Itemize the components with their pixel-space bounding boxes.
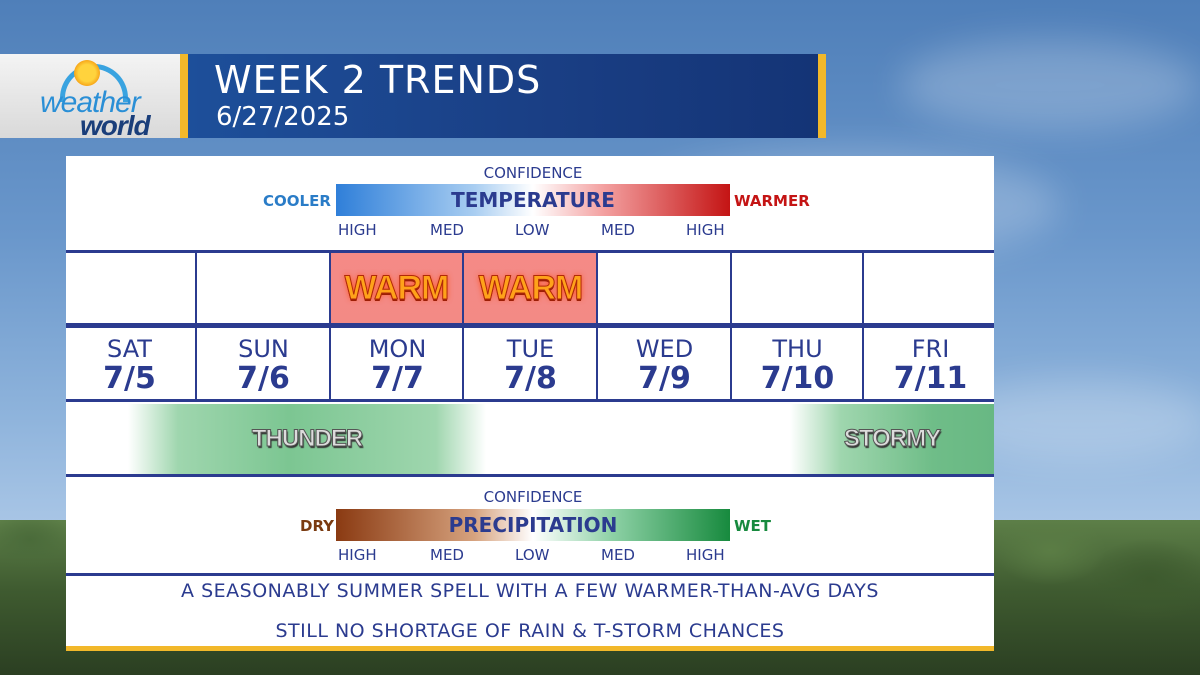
- cooler-label: COOLER: [263, 192, 331, 210]
- sun-icon: [72, 58, 102, 88]
- temperature-scale-title: TEMPERATURE: [451, 188, 615, 212]
- thunder-label: THUNDER: [251, 425, 363, 453]
- day-date: 7/5: [103, 361, 156, 396]
- day-tue: TUE 7/8: [464, 336, 597, 396]
- day-thu: THU 7/10: [731, 336, 864, 396]
- day-wed: WED 7/9: [598, 336, 731, 396]
- precip-tick: LOW: [515, 546, 550, 564]
- forecast-note: A SEASONABLY SUMMER SPELL WITH A FEW WAR…: [181, 580, 879, 602]
- stormy-band: STORMY: [790, 404, 994, 474]
- column-divider: [462, 253, 464, 399]
- day-name: WED: [635, 335, 694, 363]
- precip-tick: HIGH: [338, 546, 377, 564]
- day-date: 7/8: [504, 361, 557, 396]
- column-divider: [195, 253, 197, 399]
- stormy-label: STORMY: [843, 425, 941, 453]
- grid-divider: [66, 323, 994, 328]
- temp-cell-tue: WARM: [464, 253, 597, 323]
- day-name: SUN: [238, 335, 289, 363]
- grid-divider: [66, 250, 994, 253]
- day-fri: FRI 7/11: [864, 336, 997, 396]
- temperature-confidence-label: CONFIDENCE: [483, 164, 583, 182]
- day-date: 7/6: [237, 361, 290, 396]
- precip-scale-title: PRECIPITATION: [448, 513, 618, 537]
- precip-tick: MED: [430, 546, 464, 564]
- day-name: FRI: [911, 335, 950, 363]
- day-date: 7/10: [760, 361, 835, 396]
- panel-bottom-accent: [66, 646, 994, 651]
- warmer-label: WARMER: [734, 192, 810, 210]
- header-banner: [188, 54, 818, 138]
- grid-divider: [66, 474, 994, 477]
- forecast-note: STILL NO SHORTAGE OF RAIN & T-STORM CHAN…: [275, 620, 785, 642]
- wet-label: WET: [734, 517, 772, 535]
- precip-tick: HIGH: [686, 546, 725, 564]
- station-logo: weather world: [0, 54, 180, 141]
- day-date: 7/7: [371, 361, 424, 396]
- column-divider: [730, 253, 732, 399]
- thunder-band: THUNDER: [128, 404, 486, 474]
- day-name: TUE: [506, 335, 555, 363]
- grid-divider: [66, 573, 994, 576]
- column-divider: [862, 253, 864, 399]
- header-accent-bar: [180, 54, 188, 138]
- temp-tick: LOW: [515, 221, 550, 239]
- day-mon: MON 7/7: [331, 336, 464, 396]
- sky-cloud: [900, 40, 1200, 130]
- warm-label: WARM: [344, 268, 450, 307]
- temp-cell-mon: WARM: [330, 253, 463, 323]
- day-name: THU: [772, 335, 823, 363]
- logo-text-weather: weather: [40, 86, 141, 119]
- header-accent-bar: [818, 54, 826, 138]
- logo-text-world: world: [80, 110, 151, 141]
- precip-tick: MED: [601, 546, 635, 564]
- column-divider: [596, 253, 598, 399]
- day-date: 7/11: [893, 361, 968, 396]
- warm-label: WARM: [478, 268, 584, 307]
- page-title: WEEK 2 TRENDS: [214, 58, 542, 102]
- temp-tick: MED: [601, 221, 635, 239]
- issue-date: 6/27/2025: [216, 102, 350, 132]
- day-date: 7/9: [638, 361, 691, 396]
- precip-confidence-label: CONFIDENCE: [483, 488, 583, 506]
- column-divider: [329, 253, 331, 399]
- day-sun: SUN 7/6: [197, 336, 330, 396]
- temp-tick: HIGH: [338, 221, 377, 239]
- dry-label: DRY: [300, 517, 335, 535]
- trends-panel: [66, 156, 994, 650]
- day-name: MON: [368, 335, 427, 363]
- grid-divider: [66, 399, 994, 402]
- precip-scale-bar: PRECIPITATION: [336, 509, 730, 541]
- temp-tick: HIGH: [686, 221, 725, 239]
- temperature-scale-bar: TEMPERATURE: [336, 184, 730, 216]
- day-name: SAT: [107, 335, 152, 363]
- day-sat: SAT 7/5: [63, 336, 196, 396]
- temp-tick: MED: [430, 221, 464, 239]
